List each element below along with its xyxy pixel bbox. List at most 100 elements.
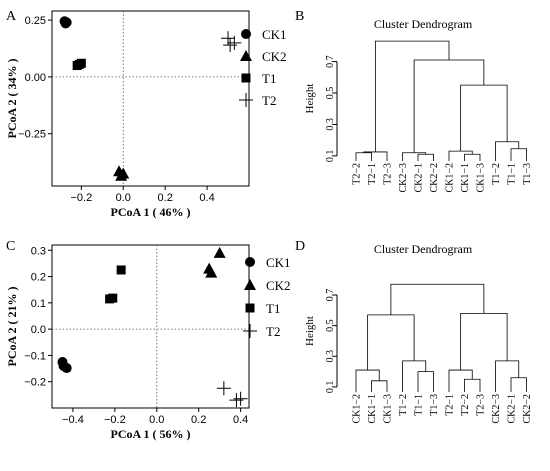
scatter-panel-a: A −0.2 0.0 0.2 0.4 0.25 0.00 −0.25 PCoA 1 ( 46% … xyxy=(5,9,287,219)
point-ck1 xyxy=(58,360,69,371)
dendrogram-branch xyxy=(448,150,473,161)
leaf-label: T2−2 xyxy=(460,394,471,416)
y-axis-label: PCoA 2 ( 34% ) xyxy=(5,59,19,139)
x-tick-label: 0.2 xyxy=(158,192,173,204)
dendrogram-branch xyxy=(363,151,388,161)
legend-marker-t1 xyxy=(241,73,251,83)
plot-frame xyxy=(51,10,250,187)
height-tick-label: 0.1 xyxy=(325,381,336,394)
dendrogram-branch xyxy=(371,380,388,392)
dendrogram-branch xyxy=(495,141,520,161)
point-t2 xyxy=(229,393,244,408)
dendrogram-branch xyxy=(374,40,450,152)
leaf-label: T1−2 xyxy=(491,163,502,185)
dendrogram-branch xyxy=(367,314,415,371)
dendrogram-branch xyxy=(417,153,434,161)
height-tick-label: 0.5 xyxy=(325,319,336,332)
x-tick-label: −0.2 xyxy=(70,192,92,204)
dendrogram-branch xyxy=(402,360,427,392)
legend-label-ck2: CK2 xyxy=(262,49,287,64)
leaf-label: CK1−3 xyxy=(476,163,487,193)
leaf-label: T2−1 xyxy=(445,394,456,416)
y-tick-label: 0.0 xyxy=(31,324,46,336)
leaf-label: CK2−2 xyxy=(429,163,440,193)
x-tick-label: 0.2 xyxy=(191,414,206,426)
y-tick-label: −0.1 xyxy=(24,350,46,362)
leaf-label: T1−3 xyxy=(522,163,533,185)
panel-letter-c: C xyxy=(6,239,15,254)
legend-marker-t1 xyxy=(245,303,255,313)
dendrogram-branch xyxy=(510,377,527,392)
height-tick-label: 0.3 xyxy=(325,350,336,363)
leaf-label: CK1−2 xyxy=(352,394,363,424)
legend-marker-ck1 xyxy=(241,29,251,39)
leaf-label: T1−3 xyxy=(429,394,440,416)
dendrogram-branch xyxy=(355,152,372,161)
x-tick-label: 0.4 xyxy=(199,192,214,204)
leaf-label: T1−2 xyxy=(398,394,409,416)
height-tick-label: 0.3 xyxy=(325,118,336,131)
y-tick-label: 0.1 xyxy=(31,298,46,310)
x-tick-label: 0.0 xyxy=(116,192,131,204)
dendrogram-branch xyxy=(460,312,508,371)
leaf-label: CK1−2 xyxy=(445,163,456,193)
leaf-label: T2−2 xyxy=(352,163,363,185)
point-ck2 xyxy=(115,169,128,181)
height-tick-label: 0.1 xyxy=(325,150,336,163)
leaf-label: CK1−1 xyxy=(460,163,471,193)
leaf-label: T2−1 xyxy=(367,163,378,185)
point-ck2 xyxy=(213,246,226,258)
height-axis-label: Height xyxy=(304,316,316,346)
point-ck1 xyxy=(60,18,71,29)
point-t2 xyxy=(223,38,238,53)
y-tick-label: 0.3 xyxy=(31,245,46,257)
dendrogram-branch xyxy=(464,153,481,161)
point-t1 xyxy=(74,59,84,69)
height-axis-label: Height xyxy=(304,84,316,114)
legend-label-t2: T2 xyxy=(262,93,276,108)
leaf-label: T1−1 xyxy=(507,163,518,185)
dendrogram-branch xyxy=(460,84,508,152)
legend-label-ck1: CK1 xyxy=(266,255,291,270)
dendrogram-title: Cluster Dendrogram xyxy=(374,242,473,256)
height-tick-label: 0.7 xyxy=(325,55,336,67)
point-t2 xyxy=(227,35,242,50)
leaf-label: CK1−1 xyxy=(367,394,378,424)
x-tick-label: −0.2 xyxy=(104,414,126,426)
legend-marker-ck1 xyxy=(245,257,255,267)
dendrogram-branch xyxy=(448,369,473,392)
y-tick-label: 0.2 xyxy=(31,272,46,284)
y-axis-label: PCoA 2 ( 21% ) xyxy=(5,287,19,367)
leaf-label: CK2−3 xyxy=(398,163,409,193)
legend-marker-ck2 xyxy=(240,50,252,61)
point-t2 xyxy=(216,381,231,396)
dendrogram-branch xyxy=(355,369,380,392)
leaf-label: CK2−1 xyxy=(414,163,425,193)
legend-label-t1: T1 xyxy=(262,71,276,86)
height-tick-label: 0.7 xyxy=(325,289,336,302)
leaf-label: T2−3 xyxy=(476,394,487,416)
x-tick-label: 0.4 xyxy=(233,414,248,426)
legend-marker-t2 xyxy=(243,324,257,338)
panel-letter-d: D xyxy=(295,239,305,254)
y-tick-label: −0.25 xyxy=(18,129,46,141)
dendrogram-branch xyxy=(390,283,485,315)
scatter-panel-c: C−0.4 −0.2 0.0 0.2 0.40.30.20.10.0−0.1−0.2PC… xyxy=(5,239,291,441)
x-axis-label: PCoA 1 ( 56% ) xyxy=(111,427,191,441)
y-tick-label: 0.00 xyxy=(25,72,46,84)
dendrogram-branch xyxy=(510,148,527,161)
y-tick-label: −0.2 xyxy=(24,377,46,389)
legend-marker-ck2 xyxy=(244,279,256,290)
leaf-label: CK2−1 xyxy=(507,394,518,424)
legend-label-t1: T1 xyxy=(266,301,280,316)
legend-label-t2: T2 xyxy=(266,324,280,339)
panel-letter-a: A xyxy=(6,9,17,24)
x-tick-label: −0.4 xyxy=(62,414,84,426)
legend-label-ck1: CK1 xyxy=(262,27,287,42)
legend-label-ck2: CK2 xyxy=(266,278,291,293)
dendrogram-panel-d: D Cluster Dendrogram 0.1 0.3 0.5 0.7 Height CK1… xyxy=(295,239,533,424)
leaf-label: T1−1 xyxy=(414,394,425,416)
dendrogram-branch xyxy=(413,59,485,153)
point-t1 xyxy=(108,293,118,303)
